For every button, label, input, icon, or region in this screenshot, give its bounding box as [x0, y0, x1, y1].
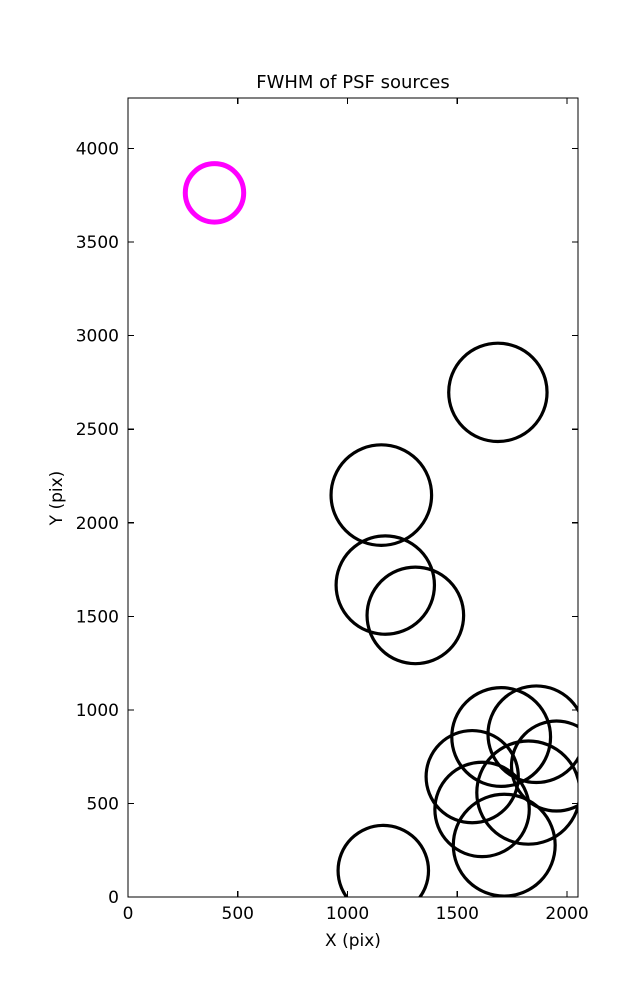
- psf-source-marker: [365, 565, 466, 666]
- y-tick-label: 3500: [76, 233, 119, 253]
- psf-source-marker-selected: [182, 161, 247, 225]
- psf-source-marker: [433, 760, 531, 859]
- psf-source-marker: [509, 719, 578, 813]
- plot-background: [128, 98, 578, 897]
- psf-source-marker: [475, 739, 578, 846]
- y-tick-label: 500: [87, 794, 119, 814]
- psf-source-marker: [450, 686, 553, 788]
- y-tick-label: 3000: [76, 327, 119, 347]
- psf-source-marker: [447, 341, 549, 444]
- psf-source-marker: [424, 728, 520, 825]
- x-tick-label: 2000: [545, 904, 588, 924]
- x-axis-ticks: 0 500 1000 1500 2000: [123, 98, 589, 924]
- axes-frame: [127, 97, 579, 898]
- y-tick-label: 1000: [76, 701, 119, 721]
- psf-source-marker: [451, 792, 557, 897]
- x-tick-label: 0: [123, 904, 134, 924]
- y-tick-label: 1500: [76, 607, 119, 627]
- page-title: FWHM of PSF sources: [256, 72, 450, 93]
- psf-source-marker: [486, 684, 578, 785]
- y-tick-label: 4000: [76, 140, 119, 160]
- y-tick-label: 2000: [76, 514, 119, 534]
- psf-source-marker: [329, 443, 434, 547]
- x-tick-label: 1000: [326, 904, 369, 924]
- y-axis-ticks: 0 500 1000 1500 2000 2500 3000 3500 4000: [76, 140, 578, 908]
- y-axis-label: Y (pix): [47, 471, 67, 527]
- x-axis-label: X (pix): [325, 931, 381, 951]
- y-tick-label: 2500: [76, 420, 119, 440]
- data-markers-layer: [182, 161, 578, 897]
- y-tick-label: 0: [108, 888, 119, 908]
- psf-source-marker: [334, 534, 437, 636]
- psf-source-marker: [336, 823, 431, 897]
- x-tick-label: 1500: [436, 904, 479, 924]
- x-tick-label: 500: [222, 904, 254, 924]
